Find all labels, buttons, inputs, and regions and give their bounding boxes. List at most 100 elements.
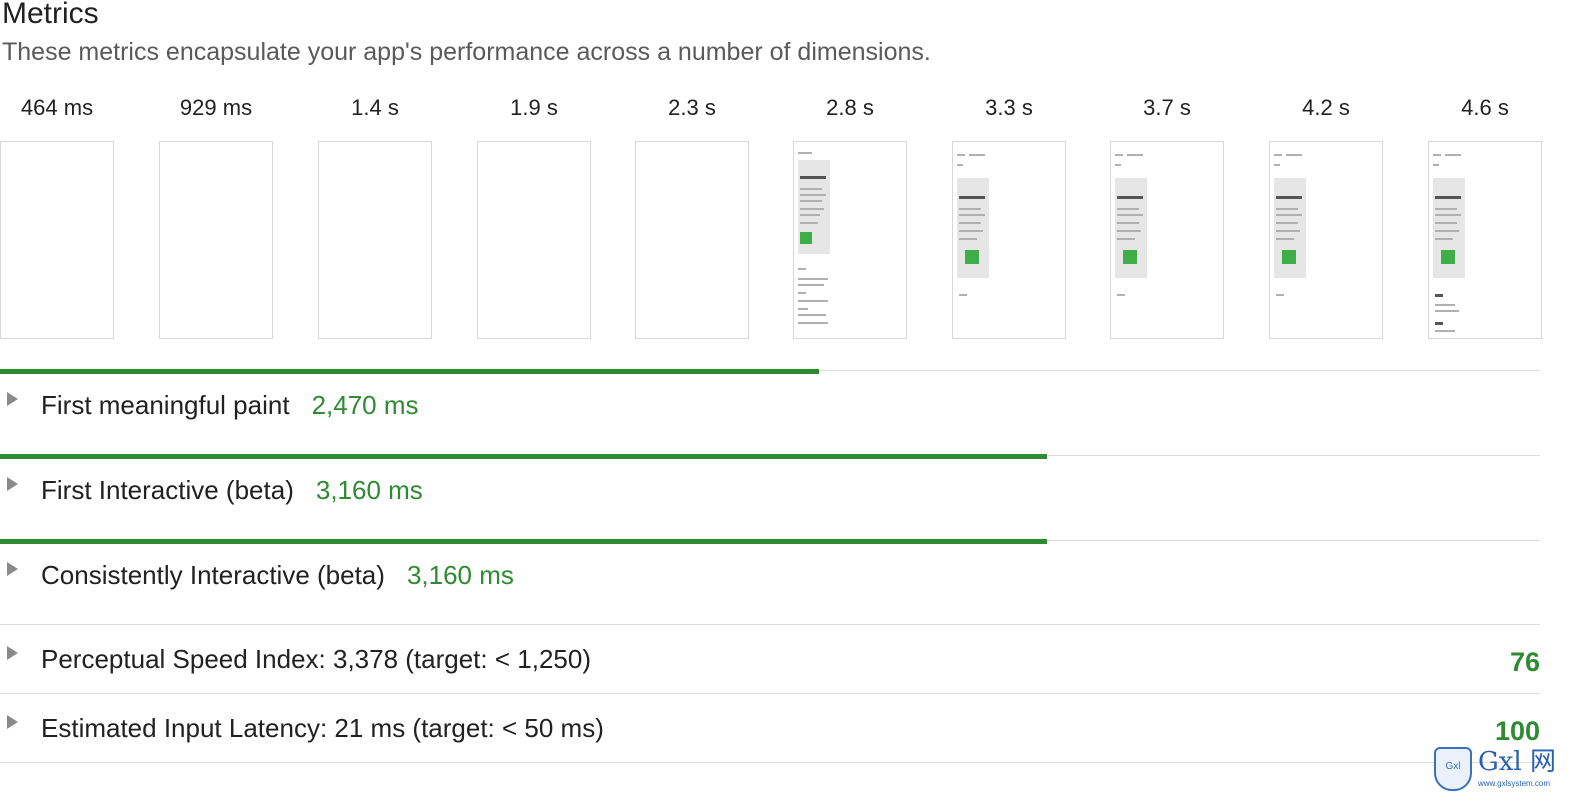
frame-time-label: 1.4 s	[351, 95, 399, 120]
thumbnail-text-line	[1117, 196, 1143, 199]
thumbnail-button	[1441, 250, 1455, 264]
thumbnail-text-line	[1435, 322, 1443, 325]
frame-time-label: 2.3 s	[668, 95, 716, 120]
thumbnail-text-line	[1435, 294, 1443, 297]
thumbnail-text-line	[969, 154, 985, 156]
thumbnail-text-line	[1115, 154, 1123, 156]
frame-time-label: 464 ms	[20, 95, 94, 120]
thumbnail-text-line	[798, 308, 808, 310]
frame-thumbnail	[477, 141, 591, 339]
watermark-shield-text: Gxl	[1445, 761, 1461, 772]
thumbnail-text-line	[959, 222, 981, 224]
frame-thumbnail	[635, 141, 749, 339]
metric-score: 76	[1509, 647, 1540, 677]
thumbnail-text-line	[798, 152, 812, 154]
thumbnail-button	[965, 250, 979, 264]
thumbnail-text-line	[1276, 230, 1300, 232]
thumbnail-text-line	[957, 154, 965, 156]
thumbnail-text-line	[800, 176, 826, 179]
metric-timeline-bar	[0, 369, 819, 374]
thumbnail-text-line	[1435, 310, 1459, 312]
expand-caret-icon[interactable]	[7, 562, 18, 576]
expand-caret-icon[interactable]	[7, 646, 18, 660]
expand-caret-icon[interactable]	[7, 392, 18, 406]
thumbnail-text-line	[959, 214, 985, 216]
thumbnail-text-line	[1117, 214, 1143, 216]
thumbnail-text-line	[1433, 154, 1441, 156]
thumbnail-text-line	[959, 208, 981, 210]
frame-time-label: 4.6 s	[1461, 95, 1509, 120]
metric-label: Perceptual Speed Index: 3,378 (target: <…	[41, 644, 591, 674]
thumbnail-text-line	[1435, 238, 1453, 240]
thumbnail-text-line	[798, 292, 806, 294]
thumbnail-text-line	[800, 208, 824, 210]
thumbnail-text-line	[1445, 154, 1461, 156]
thumbnail-text-line	[800, 194, 826, 196]
frame-time-label: 4.2 s	[1302, 95, 1350, 120]
thumbnail-text-line	[959, 238, 977, 240]
thumbnail-text-line	[959, 196, 985, 199]
watermark-site: www.gxlsystem.com	[1478, 779, 1551, 788]
metric-score: 100	[1494, 716, 1540, 746]
metric-divider	[0, 693, 1540, 694]
thumbnail-text-line	[1433, 164, 1439, 166]
frame-time-label: 1.9 s	[510, 95, 558, 120]
page-subtitle: These metrics encapsulate your app's per…	[2, 38, 931, 66]
thumbnail-text-line	[800, 222, 818, 224]
thumbnail-text-line	[1276, 196, 1302, 199]
thumbnail-text-line	[1435, 230, 1459, 232]
expand-caret-icon[interactable]	[7, 477, 18, 491]
frame-thumbnail	[1428, 141, 1542, 339]
thumbnail-text-line	[1276, 222, 1298, 224]
thumbnail-text-line	[798, 322, 828, 324]
thumbnail-text-line	[1276, 294, 1284, 296]
thumbnail-button	[1282, 250, 1296, 264]
thumbnail-text-line	[1117, 294, 1125, 296]
frame-thumbnail	[318, 141, 432, 339]
metric-row[interactable]: Estimated Input Latency: 21 ms (target: …	[41, 712, 604, 744]
thumbnail-text-line	[1117, 238, 1135, 240]
thumbnail-button	[800, 232, 812, 244]
thumbnail-text-line	[1435, 304, 1455, 306]
thumbnail-text-line	[1286, 154, 1302, 156]
metric-timeline-bar	[0, 539, 1047, 544]
frame-thumbnail	[793, 141, 907, 339]
metric-divider	[0, 624, 1540, 625]
metric-label: First meaningful paint	[41, 390, 290, 420]
frame-thumbnail	[1269, 141, 1383, 339]
thumbnail-text-line	[957, 164, 963, 166]
thumbnail-text-line	[1276, 208, 1298, 210]
thumbnail-text-line	[959, 294, 967, 296]
thumbnail-text-line	[1435, 330, 1455, 332]
shield-icon: Gxl	[1434, 747, 1472, 791]
expand-caret-icon[interactable]	[7, 715, 18, 729]
thumbnail-text-line	[1117, 208, 1139, 210]
thumbnail-text-line	[800, 200, 822, 202]
metric-row[interactable]: Consistently Interactive (beta) 3,160 ms	[41, 559, 514, 591]
metric-row[interactable]: First Interactive (beta) 3,160 ms	[41, 474, 423, 506]
watermark-brand: Gxl 网	[1478, 747, 1557, 777]
frame-thumbnail	[159, 141, 273, 339]
page-title: Metrics	[2, 0, 99, 30]
thumbnail-text-line	[1276, 238, 1294, 240]
metric-value: 2,470 ms	[311, 390, 419, 420]
thumbnail-text-line	[1276, 214, 1302, 216]
thumbnail-text-line	[1274, 164, 1280, 166]
metric-value: 3,160 ms	[315, 475, 423, 505]
thumbnail-text-line	[1117, 222, 1139, 224]
thumbnail-text-line	[1117, 230, 1141, 232]
metric-divider	[0, 762, 1540, 763]
thumbnail-text-line	[1127, 154, 1143, 156]
frame-thumbnail	[952, 141, 1066, 339]
thumbnail-text-line	[1435, 196, 1461, 199]
metric-value: 3,160 ms	[406, 560, 514, 590]
metric-row[interactable]: Perceptual Speed Index: 3,378 (target: <…	[41, 643, 591, 675]
metric-row[interactable]: First meaningful paint 2,470 ms	[41, 389, 419, 421]
thumbnail-text-line	[1435, 214, 1461, 216]
frame-time-label: 3.7 s	[1143, 95, 1191, 120]
frame-thumbnail	[0, 141, 114, 339]
thumbnail-text-line	[798, 300, 828, 302]
thumbnail-text-line	[959, 230, 983, 232]
frame-time-label: 2.8 s	[826, 95, 874, 120]
thumbnail-text-line	[1115, 164, 1121, 166]
